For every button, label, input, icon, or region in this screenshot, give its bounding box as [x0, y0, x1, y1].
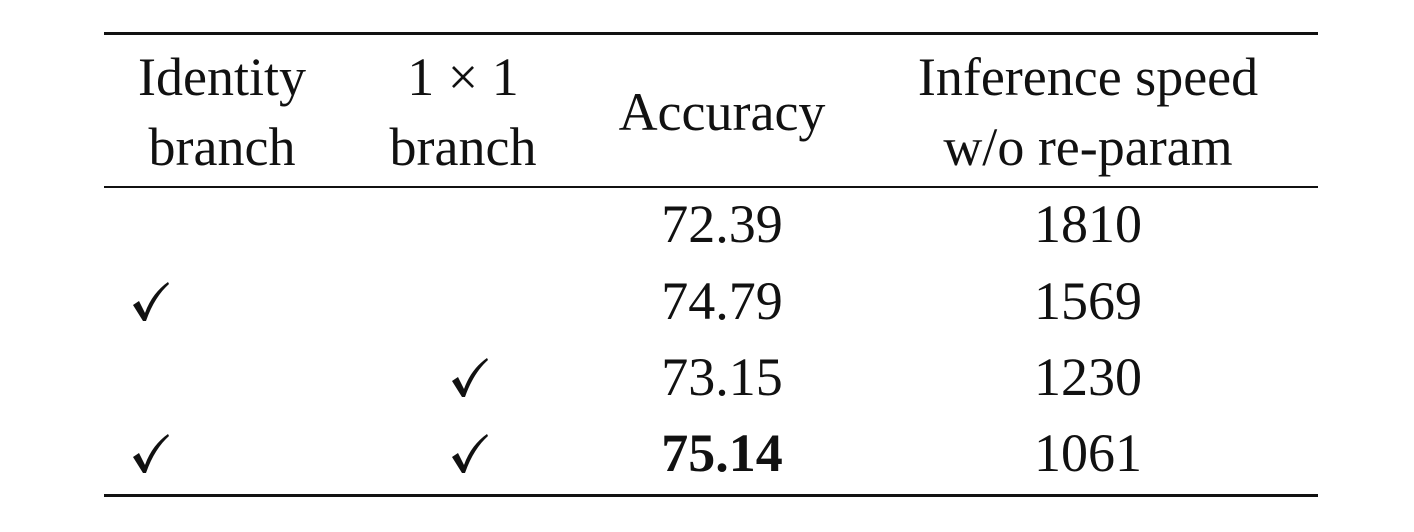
check-icon	[424, 347, 514, 407]
accuracy-cell: 74.79	[661, 271, 783, 331]
header-identity-line2: branch	[148, 117, 296, 177]
speed-cell: 1230	[1034, 347, 1142, 407]
header-identity-branch: Identity branch	[104, 42, 340, 182]
header-identity-line1: Identity	[138, 47, 306, 107]
header-accuracy-label: Accuracy	[618, 82, 826, 142]
accuracy-cell: 72.39	[661, 194, 783, 254]
header-speed-line1: Inference speed	[917, 47, 1259, 107]
check-icon	[104, 423, 340, 483]
check-icon	[104, 271, 340, 331]
speed-cell: 1061	[1034, 423, 1142, 483]
accuracy-cell: 73.15	[661, 347, 783, 407]
header-speed-line2: w/o re-param	[943, 117, 1233, 177]
check-icon	[424, 423, 514, 483]
speed-cell: 1569	[1034, 271, 1142, 331]
header-rule	[104, 186, 1318, 188]
header-1x1-branch: 1 × 1 branch	[340, 42, 586, 182]
header-1x1-line1: 1 × 1	[407, 47, 519, 107]
results-table: Identity branch 1 × 1 branch Accuracy In…	[104, 32, 1318, 498]
header-1x1-line2: branch	[389, 117, 537, 177]
header-accuracy: Accuracy	[586, 42, 858, 182]
header-inference-speed: Inference speed w/o re-param	[858, 42, 1318, 182]
speed-cell: 1810	[1034, 194, 1142, 254]
top-rule	[104, 32, 1318, 35]
accuracy-cell-best: 75.14	[661, 423, 783, 483]
bottom-rule	[104, 494, 1318, 497]
